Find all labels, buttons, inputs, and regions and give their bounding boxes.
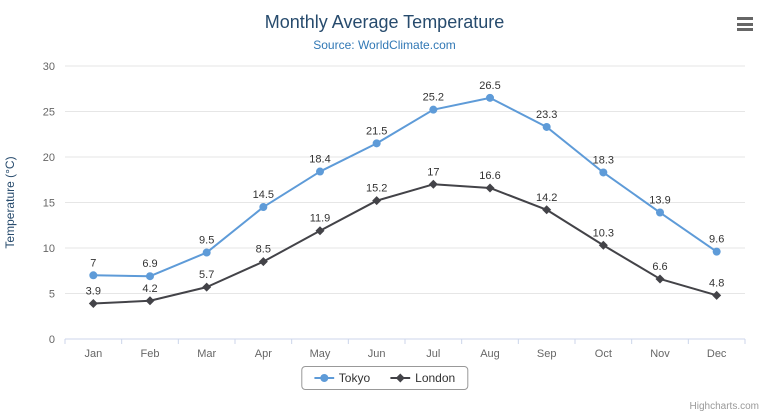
data-label: 26.5	[479, 80, 500, 92]
data-label: 14.5	[253, 189, 274, 201]
data-point-marker-london[interactable]	[655, 274, 665, 284]
hamburger-line	[737, 17, 753, 20]
data-label: 11.9	[310, 213, 331, 225]
legend-label: London	[415, 371, 456, 385]
y-axis-tick-label: 20	[43, 152, 55, 164]
data-label: 5.7	[199, 269, 214, 281]
data-point-marker-london[interactable]	[712, 290, 722, 300]
data-label: 10.3	[593, 227, 614, 239]
legend: Tokyo London	[300, 366, 469, 390]
x-axis-tick-label: Mar	[197, 348, 216, 360]
data-point-marker-tokyo[interactable]	[542, 122, 551, 131]
y-axis-title: Temperature (°C)	[3, 156, 17, 248]
legend-item-tokyo[interactable]: Tokyo	[313, 371, 371, 385]
hamburger-menu-icon[interactable]	[737, 17, 753, 31]
data-label: 13.9	[649, 195, 670, 207]
data-point-marker-london[interactable]	[542, 205, 552, 215]
x-axis-tick-label: Nov	[650, 348, 670, 360]
series-line-tokyo[interactable]	[92, 96, 718, 278]
data-label: 16.6	[479, 170, 500, 182]
data-label: 23.3	[536, 109, 557, 121]
data-label: 6.6	[652, 261, 667, 273]
x-axis-tick-label: Aug	[480, 348, 500, 360]
y-axis-tick-label: 30	[43, 61, 55, 73]
data-point-marker-london[interactable]	[202, 282, 212, 292]
data-point-marker-tokyo[interactable]	[146, 272, 154, 281]
data-point-marker-tokyo[interactable]	[259, 203, 268, 212]
x-axis-tick-label: Oct	[595, 348, 612, 360]
data-label: 18.3	[593, 154, 614, 166]
data-label: 8.5	[256, 244, 271, 256]
data-point-marker-tokyo[interactable]	[429, 105, 438, 114]
hamburger-line	[737, 22, 753, 26]
data-label: 3.9	[86, 286, 101, 298]
data-label: 9.5	[199, 235, 214, 247]
data-label: 7	[90, 257, 96, 269]
data-label: 15.2	[366, 183, 387, 195]
data-point-marker-london[interactable]	[372, 196, 382, 206]
series-line-london[interactable]	[92, 183, 718, 305]
data-point-marker-tokyo[interactable]	[656, 208, 664, 217]
data-label: 9.6	[709, 234, 724, 246]
x-axis-tick-label: Feb	[141, 348, 160, 360]
data-point-marker-tokyo[interactable]	[599, 168, 608, 177]
y-axis-tick-label: 25	[43, 107, 55, 119]
data-label: 4.2	[142, 283, 157, 295]
diamond-marker-icon	[390, 373, 411, 383]
data-point-marker-london[interactable]	[88, 299, 98, 309]
y-axis-tick-label: 5	[49, 289, 55, 301]
highcharts-credits-link[interactable]: Highcharts.com	[689, 401, 759, 412]
y-axis-tick-label: 0	[49, 334, 55, 346]
data-label: 4.8	[709, 277, 724, 289]
chart-subtitle: Source: WorldClimate.com	[313, 38, 456, 52]
x-axis-tick-label: Jun	[368, 348, 386, 360]
data-label: 25.2	[423, 92, 444, 104]
circle-marker-icon	[313, 374, 334, 382]
data-label: 14.2	[536, 192, 557, 204]
data-point-marker-tokyo[interactable]	[89, 271, 98, 280]
data-label: 21.5	[366, 125, 387, 137]
x-axis-tick-label: Sep	[537, 348, 557, 360]
y-axis-tick-label: 15	[43, 198, 55, 210]
data-point-marker-london[interactable]	[428, 179, 438, 189]
data-point-marker-london[interactable]	[315, 226, 325, 236]
data-point-marker-tokyo[interactable]	[712, 247, 721, 256]
x-axis-tick-label: Dec	[707, 348, 727, 360]
x-axis-tick-label: Jan	[84, 348, 102, 360]
x-axis-tick-label: May	[310, 348, 331, 360]
y-axis-tick-label: 10	[43, 243, 55, 255]
data-point-marker-london[interactable]	[485, 183, 495, 193]
hamburger-line	[737, 28, 753, 31]
data-point-marker-london[interactable]	[258, 257, 268, 267]
x-axis-tick-label: Apr	[255, 348, 272, 360]
data-label: 18.4	[309, 154, 330, 166]
data-point-marker-london[interactable]	[145, 296, 155, 306]
legend-item-london[interactable]: London	[390, 371, 455, 385]
legend-label: Tokyo	[338, 371, 371, 385]
x-axis-tick-label: Jul	[426, 348, 440, 360]
data-label: 17	[427, 166, 439, 178]
data-point-marker-tokyo[interactable]	[202, 248, 211, 257]
data-label: 6.9	[142, 258, 157, 270]
data-point-marker-tokyo[interactable]	[372, 139, 381, 148]
data-point-marker-tokyo[interactable]	[486, 93, 494, 102]
data-point-marker-london[interactable]	[598, 240, 608, 250]
data-point-marker-tokyo[interactable]	[316, 167, 324, 176]
chart-plot-svg: 0 5 10 15 20 25 30 Jan Feb Mar Apr May Jun Jul Aug Sep O…	[3, 61, 746, 360]
chart-title: Monthly Average Temperature	[264, 12, 505, 32]
